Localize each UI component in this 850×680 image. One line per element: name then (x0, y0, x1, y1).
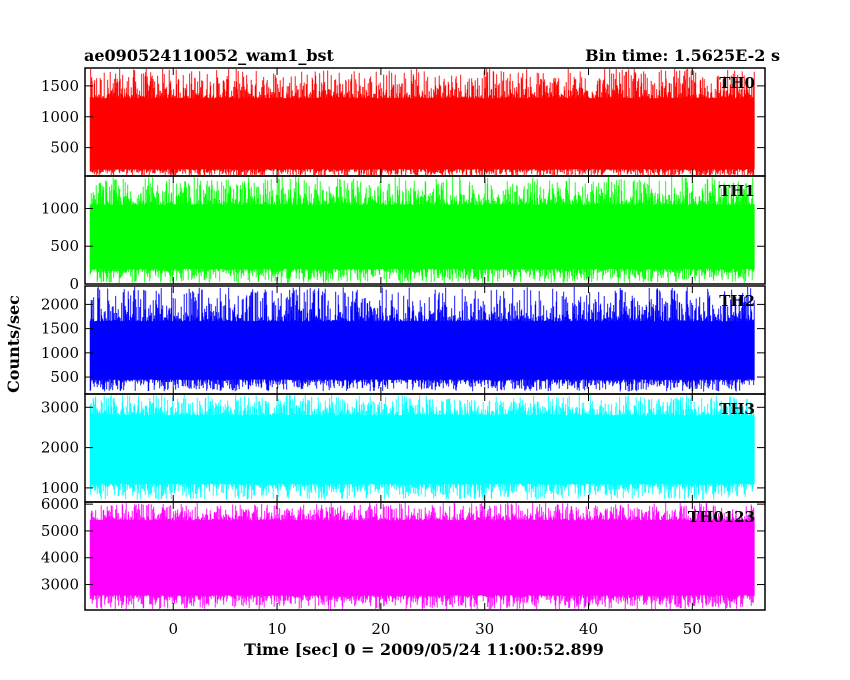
x-tick-label: 10 (268, 620, 287, 638)
y-tick-label: 1000 (41, 199, 79, 217)
y-tick-label: 2000 (41, 439, 79, 457)
y-tick-label: 1000 (41, 344, 79, 362)
x-tick-label: 40 (579, 620, 598, 638)
y-tick-label: 1000 (41, 108, 79, 126)
y-tick-label: 3000 (41, 576, 79, 594)
y-tick-label: 500 (50, 139, 79, 157)
panel-label: TH2 (719, 292, 755, 310)
panel-th1: 0 500 1000 TH1 (41, 175, 766, 293)
x-tick-label: 50 (683, 620, 702, 638)
y-tick-label: 3000 (41, 398, 79, 416)
panel-label: TH0123 (688, 508, 755, 526)
y-tick-label: 6000 (41, 495, 79, 513)
panel-th2: 500 1000 1500 2000 TH2 (41, 285, 766, 395)
panel-th3: 1000 2000 3000 TH3 (41, 393, 766, 503)
x-tick-label: 30 (475, 620, 494, 638)
series-th0 (89, 69, 755, 175)
panel-th0123: 3000 4000 5000 6000 TH0123 (41, 495, 766, 611)
series-th1 (89, 177, 755, 283)
x-axis-label: Time [sec] 0 = 2009/05/24 11:00:52.899 (244, 640, 604, 659)
y-tick-label: 5000 (41, 522, 79, 540)
panel-label: TH3 (719, 400, 755, 418)
panel-frame (84, 501, 766, 611)
panel-label: TH0 (719, 74, 755, 92)
y-tick-label: 1500 (41, 320, 79, 338)
y-tick-label: 0 (69, 275, 79, 293)
y-tick-label: 1500 (41, 77, 79, 95)
y-tick-label: 500 (50, 237, 79, 255)
y-tick-label: 4000 (41, 549, 79, 567)
y-tick-label: 1000 (41, 479, 79, 497)
y-tick-label: 500 (50, 368, 79, 386)
panel-label: TH1 (719, 182, 755, 200)
chart-title-right: Bin time: 1.5625E-2 s (585, 46, 780, 65)
series-th3 (89, 395, 755, 500)
chart-title-left: ae090524110052_wam1_bst (84, 46, 335, 65)
x-tick-label: 20 (371, 620, 390, 638)
y-tick-label: 2000 (41, 295, 79, 313)
y-axis-label: Counts/sec (4, 295, 23, 393)
panel-frame (84, 175, 766, 285)
panel-th0: 500 1000 1500 TH0 (41, 67, 766, 177)
x-tick-label: 0 (168, 620, 178, 638)
series-th0123 (89, 503, 755, 609)
series-th2 (89, 287, 755, 392)
